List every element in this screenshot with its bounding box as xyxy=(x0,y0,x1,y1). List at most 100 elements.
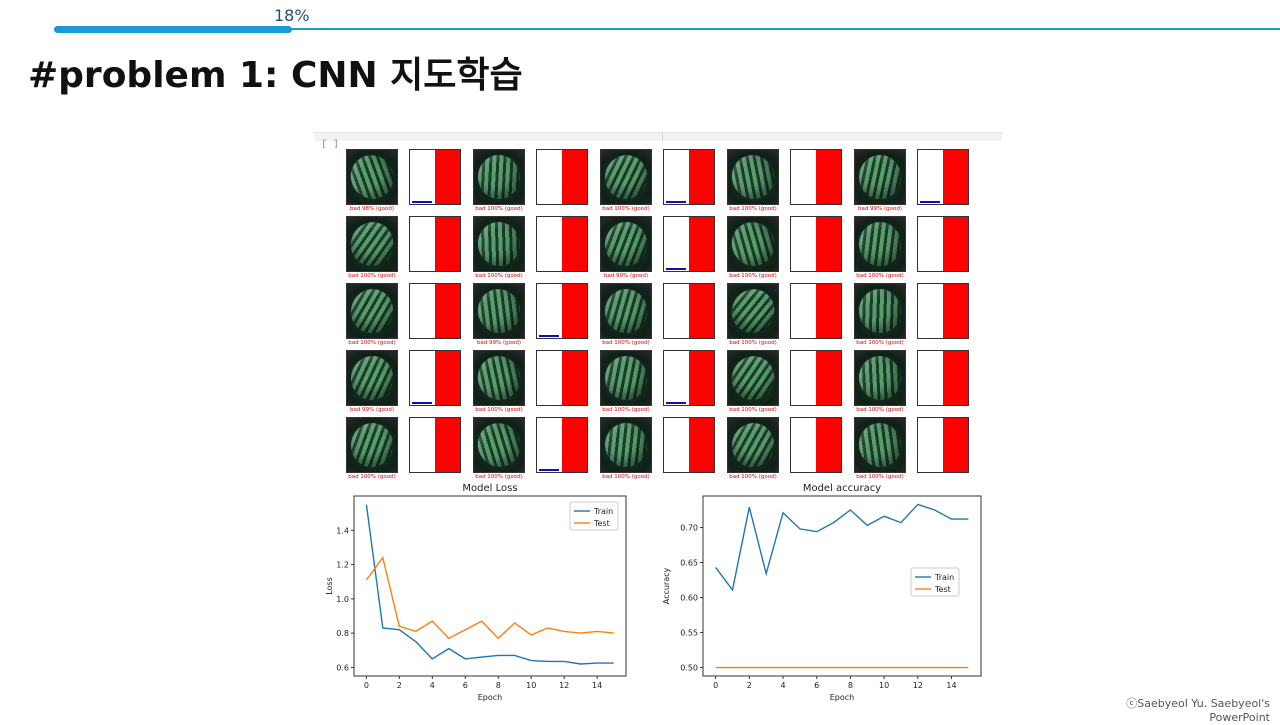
watermelon-photo xyxy=(601,150,651,204)
x-axis-label: Epoch xyxy=(478,693,503,702)
prediction-bar-plot xyxy=(917,283,969,339)
prediction-caption: bad 99% (good) xyxy=(603,273,649,279)
prediction-bar-plot xyxy=(790,417,842,473)
prediction-bar-plot xyxy=(917,417,969,473)
bad-probability-bar xyxy=(943,217,968,271)
prediction-bar-plot xyxy=(409,216,461,272)
y-tick-label: 0.70 xyxy=(680,524,698,533)
watermelon-photo xyxy=(604,355,648,401)
watermelon-image xyxy=(346,149,398,205)
bad-probability-bar xyxy=(435,284,460,338)
prediction-caption: bad 100% (good) xyxy=(856,474,904,480)
prediction-caption: bad 100% (good) xyxy=(348,474,396,480)
watermelon-image xyxy=(473,283,525,339)
prediction-caption: bad 100% (good) xyxy=(602,340,650,346)
y-tick-label: 0.50 xyxy=(680,664,698,673)
prediction-bar-plot xyxy=(663,350,715,406)
bad-probability-bar xyxy=(943,418,968,472)
notebook-cell-topbar xyxy=(314,132,1002,141)
watermelon-photo xyxy=(474,218,524,270)
prediction-caption: bad 100% (good) xyxy=(475,273,523,279)
watermelon-image xyxy=(854,149,906,205)
x-tick-label: 0 xyxy=(713,681,718,690)
bad-probability-bar xyxy=(562,418,587,472)
y-tick-label: 0.60 xyxy=(680,594,698,603)
y-tick-label: 1.0 xyxy=(336,595,349,604)
x-tick-label: 6 xyxy=(463,681,468,690)
copyright-credit: ⓒSaebyeol Yu. Saebyeol's PowerPoint xyxy=(1126,697,1270,725)
topbar-divider xyxy=(662,133,663,141)
watermelon-image xyxy=(473,149,525,205)
watermelon-image xyxy=(854,350,906,406)
prediction-caption: bad 100% (good) xyxy=(856,340,904,346)
y-tick-label: 0.65 xyxy=(680,559,698,568)
watermelon-photo xyxy=(347,217,397,271)
y-tick-label: 0.55 xyxy=(680,629,698,638)
y-tick-label: 1.4 xyxy=(336,526,349,535)
bad-probability-bar xyxy=(562,217,587,271)
prediction-caption: bad 100% (good) xyxy=(729,407,777,413)
prediction-caption: bad 99% (good) xyxy=(349,407,395,413)
prediction-caption: bad 100% (good) xyxy=(602,407,650,413)
bad-probability-bar xyxy=(816,217,841,271)
bad-probability-bar xyxy=(816,284,841,338)
good-probability-bar xyxy=(412,201,432,203)
prediction-caption: bad 100% (good) xyxy=(602,206,650,212)
prediction-caption: bad 100% (good) xyxy=(729,340,777,346)
x-tick-label: 14 xyxy=(946,681,956,690)
prediction-caption: bad 100% (good) xyxy=(729,273,777,279)
credit-line-2: PowerPoint xyxy=(1209,711,1270,724)
prediction-bar-plot xyxy=(790,350,842,406)
prediction-bar-plot xyxy=(790,283,842,339)
x-tick-label: 8 xyxy=(496,681,501,690)
legend-label-test: Test xyxy=(593,519,610,528)
watermelon-photo xyxy=(347,284,397,338)
x-tick-label: 2 xyxy=(397,681,402,690)
prediction-caption: bad 100% (good) xyxy=(475,474,523,480)
prediction-caption: bad 99% (good) xyxy=(857,206,903,212)
prediction-bar-plot xyxy=(790,149,842,205)
watermelon-image xyxy=(346,417,398,473)
series-line-train xyxy=(365,504,614,665)
prediction-bar-plot xyxy=(536,216,588,272)
watermelon-image xyxy=(727,149,779,205)
credit-line-1: ⓒSaebyeol Yu. Saebyeol's xyxy=(1126,697,1270,710)
prediction-bar-plot xyxy=(917,149,969,205)
page-title: #problem 1: CNN 지도학습 xyxy=(28,55,523,96)
x-tick-label: 2 xyxy=(747,681,752,690)
watermelon-image xyxy=(346,350,398,406)
prediction-caption: bad 100% (good) xyxy=(729,206,777,212)
watermelon-image xyxy=(854,417,906,473)
cell-run-prompt[interactable]: [ ] xyxy=(321,139,340,150)
legend-label-train: Train xyxy=(934,573,954,582)
watermelon-photo xyxy=(474,284,524,338)
bad-probability-bar xyxy=(816,351,841,405)
good-probability-bar xyxy=(666,268,686,270)
prediction-caption: bad 100% (good) xyxy=(348,340,396,346)
legend-label-test: Test xyxy=(934,585,951,594)
good-probability-bar xyxy=(539,335,559,337)
watermelon-image xyxy=(727,216,779,272)
progress-track xyxy=(56,28,1280,30)
bad-probability-bar xyxy=(689,217,714,271)
watermelon-image xyxy=(854,216,906,272)
watermelon-image xyxy=(727,350,779,406)
x-tick-label: 4 xyxy=(780,681,785,690)
loss-chart: Model Loss 0 2 4 6 8 10 12 14 0.6 0.8 1.0 1.2 1.4 Epoc… xyxy=(325,483,627,702)
watermelon-photo xyxy=(601,218,651,270)
watermelon-photo xyxy=(347,351,397,405)
watermelon-photo xyxy=(602,286,650,336)
prediction-caption: bad 100% (good) xyxy=(348,273,396,279)
watermelon-photo xyxy=(347,419,397,471)
watermelon-photo xyxy=(475,152,523,202)
watermelon-photo xyxy=(858,154,902,200)
y-axis-label: Loss xyxy=(325,577,334,595)
prediction-caption: bad 100% (good) xyxy=(729,474,777,480)
watermelon-image xyxy=(346,283,398,339)
series-line-train xyxy=(715,503,969,592)
bad-probability-bar xyxy=(689,418,714,472)
bad-probability-bar xyxy=(435,418,460,472)
watermelon-image xyxy=(854,283,906,339)
x-tick-label: 6 xyxy=(814,681,819,690)
prediction-bar-plot xyxy=(663,149,715,205)
